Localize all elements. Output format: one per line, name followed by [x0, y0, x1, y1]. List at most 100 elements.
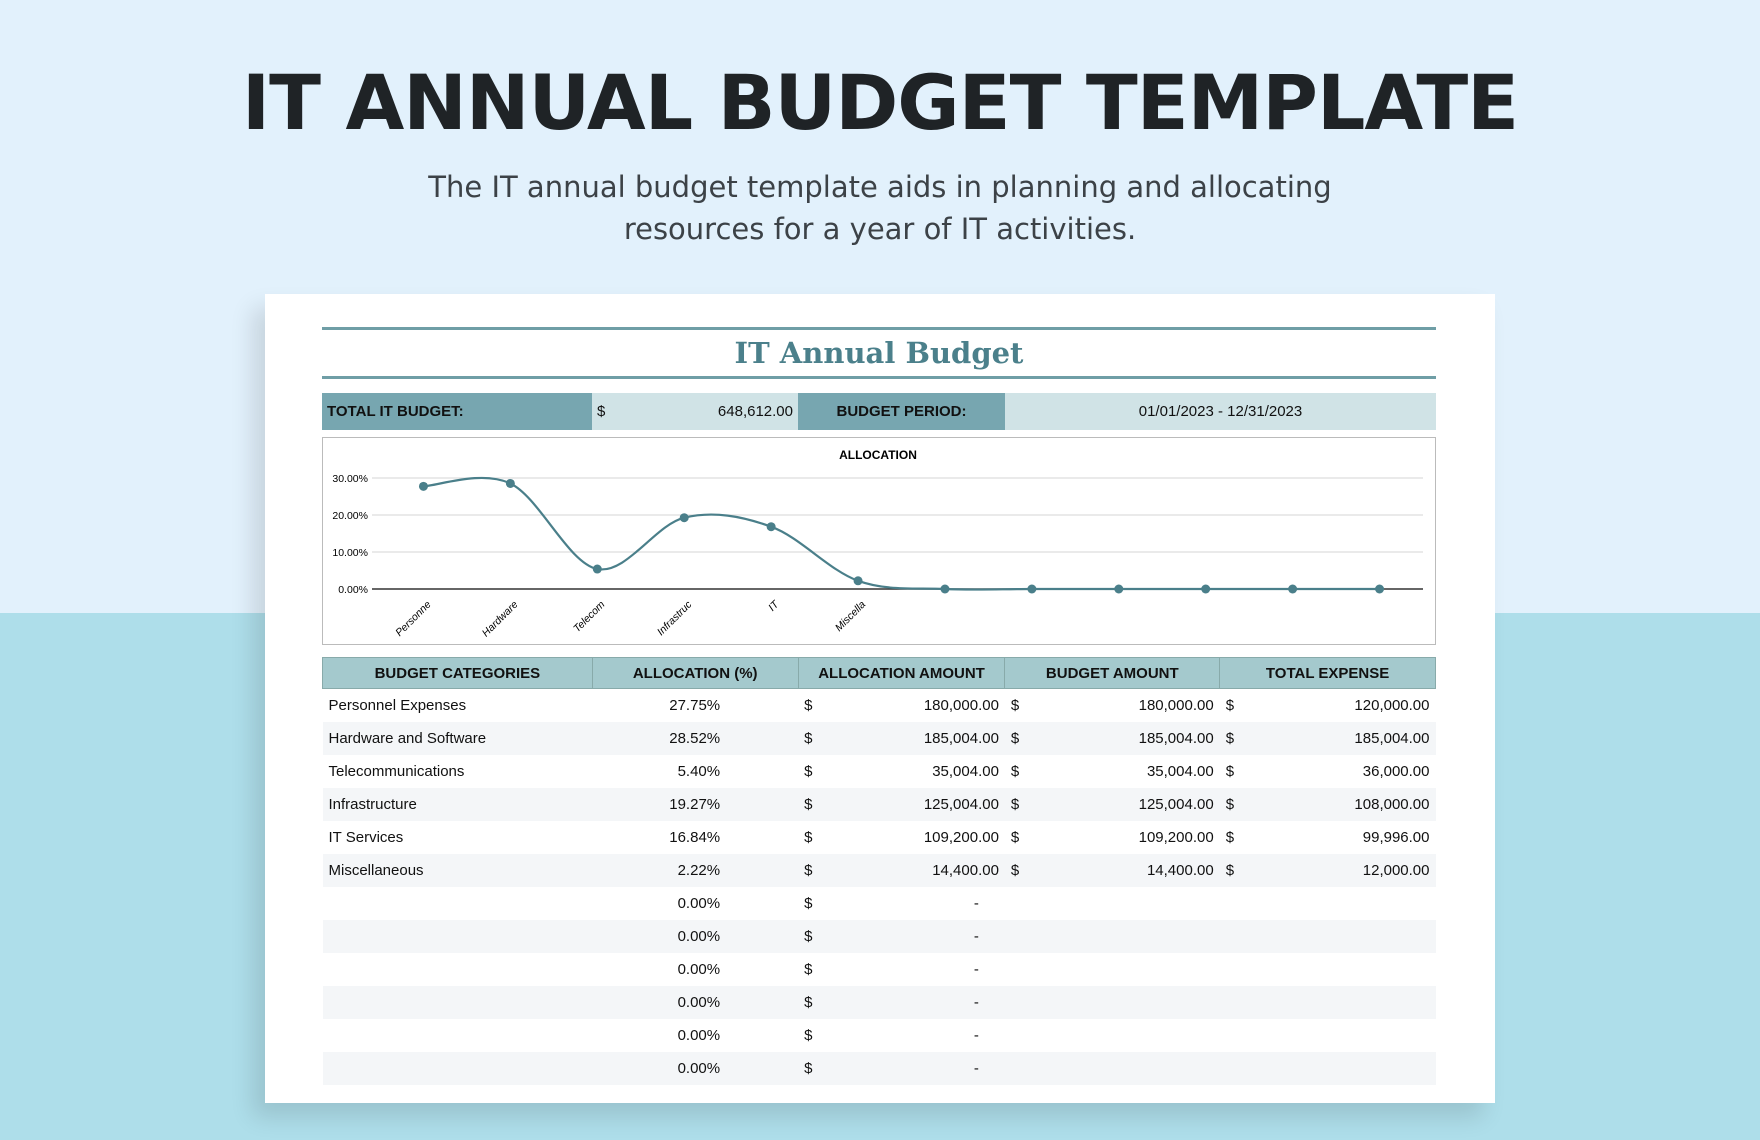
table-cell[interactable]	[322, 985, 593, 1019]
currency-symbol: $	[804, 894, 813, 912]
table-cell[interactable]: 0.00%	[592, 919, 799, 953]
table-cell[interactable]: 2.22%	[592, 853, 799, 887]
table-cell[interactable]	[1220, 1019, 1436, 1052]
column-header[interactable]: BUDGET AMOUNT	[1004, 657, 1221, 689]
amount: -	[973, 1059, 979, 1077]
table-cell[interactable]: $ -	[798, 887, 1005, 920]
table-cell[interactable]	[323, 953, 593, 986]
table-cell[interactable]: $ -	[798, 1051, 1005, 1085]
table-cell[interactable]: $35,004.00	[798, 755, 1005, 788]
table-cell[interactable]: $125,004.00	[798, 787, 1005, 821]
table-cell[interactable]: $ -	[798, 985, 1005, 1019]
table-cell[interactable]: 0.00%	[592, 887, 798, 920]
table-cell[interactable]: $14,400.00	[1004, 853, 1220, 887]
amount: 14,400.00	[1146, 861, 1214, 879]
table-cell[interactable]: $109,200.00	[798, 821, 1005, 854]
currency-symbol: $	[1010, 729, 1020, 747]
data-point	[1201, 584, 1211, 594]
table-cell[interactable]	[1005, 887, 1220, 920]
table-cell[interactable]	[323, 1019, 593, 1052]
table-cell[interactable]: $180,000.00	[1005, 689, 1220, 722]
data-point	[1288, 584, 1298, 594]
table-cell[interactable]: $125,004.00	[1004, 787, 1220, 821]
table-cell[interactable]: $185,004.00	[798, 721, 1005, 755]
table-cell[interactable]: $108,000.00	[1219, 787, 1436, 821]
table-cell[interactable]	[1220, 953, 1436, 986]
total-amount: 648,612.00	[717, 403, 793, 420]
allocation-percent: 0.00%	[677, 960, 721, 978]
table-cell[interactable]	[322, 919, 593, 953]
table-cell[interactable]: Hardware and Software	[322, 721, 593, 755]
category-name: Personnel Expenses	[328, 696, 467, 714]
table-cell[interactable]	[1005, 953, 1220, 986]
table-cell[interactable]	[1005, 1019, 1220, 1052]
table-cell[interactable]: 0.00%	[592, 1019, 798, 1052]
allocation-chart: ALLOCATION 30.00% 20.00% 10.00% 0.00% Personn…	[322, 437, 1436, 645]
table-cell[interactable]	[323, 887, 593, 920]
column-header[interactable]: TOTAL EXPENSE	[1219, 657, 1436, 689]
table-cell[interactable]	[322, 1051, 593, 1085]
data-point	[1375, 584, 1385, 594]
table-header: BUDGET CATEGORIES ALLOCATION (%) ALLOCATIO…	[322, 657, 1436, 689]
table-cell[interactable]	[1004, 1051, 1220, 1085]
table-cell[interactable]	[1004, 985, 1220, 1019]
table-cell[interactable]: Personnel Expenses	[323, 689, 593, 722]
currency-symbol: $	[804, 861, 813, 879]
table-cell[interactable]	[1219, 1051, 1436, 1085]
table-cell[interactable]: $99,996.00	[1220, 821, 1436, 854]
data-point	[592, 564, 602, 574]
table-cell[interactable]: 0.00%	[592, 1051, 799, 1085]
table-cell[interactable]: Miscellaneous	[322, 853, 593, 887]
table-cell[interactable]: $109,200.00	[1005, 821, 1220, 854]
budget-period-value[interactable]: 01/01/2023 - 12/31/2023	[1005, 393, 1436, 430]
y-tick-label: 10.00%	[332, 547, 368, 559]
table-cell[interactable]: $ -	[798, 953, 1005, 986]
table-cell[interactable]: 19.27%	[592, 787, 799, 821]
table-cell[interactable]: $12,000.00	[1219, 853, 1436, 887]
budget-period-label: BUDGET PERIOD:	[798, 393, 1005, 430]
total-budget-label: TOTAL IT BUDGET:	[322, 393, 592, 430]
table-cell[interactable]: 27.75%	[592, 689, 798, 722]
amount: 109,200.00	[1138, 828, 1214, 846]
table-cell[interactable]: 0.00%	[592, 985, 799, 1019]
table-cell[interactable]: $ -	[798, 1019, 1005, 1052]
y-tick-label: 0.00%	[338, 584, 368, 596]
sheet-title: IT Annual Budget	[734, 336, 1024, 370]
x-tick-label: Personne	[393, 599, 433, 639]
currency-symbol: $	[1010, 795, 1020, 813]
table-cell[interactable]	[1219, 919, 1436, 953]
total-budget-value[interactable]: $648,612.00	[592, 393, 798, 430]
y-tick-label: 20.00%	[332, 510, 368, 522]
table-cell[interactable]: $ -	[798, 919, 1005, 953]
table-cell[interactable]: 16.84%	[592, 821, 798, 854]
currency-symbol: $	[1225, 828, 1235, 846]
table-cell[interactable]: 5.40%	[592, 755, 798, 788]
budget-table: BUDGET CATEGORIES ALLOCATION (%) ALLOCATIO…	[322, 657, 1436, 1085]
table-cell[interactable]: IT Services	[323, 821, 593, 854]
table-cell[interactable]: $185,004.00	[1004, 721, 1220, 755]
table-cell[interactable]: $35,004.00	[1005, 755, 1220, 788]
column-header[interactable]: BUDGET CATEGORIES	[322, 657, 593, 689]
table-cell[interactable]: $180,000.00	[798, 689, 1005, 722]
table-cell[interactable]	[1004, 919, 1220, 953]
amount: 109,200.00	[923, 828, 999, 846]
table-cell[interactable]	[1220, 887, 1436, 920]
table-cell[interactable]: $120,000.00	[1220, 689, 1436, 722]
table-cell[interactable]: 28.52%	[592, 721, 799, 755]
column-header[interactable]: ALLOCATION (%)	[591, 657, 799, 689]
allocation-percent: 27.75%	[669, 696, 721, 714]
table-cell[interactable]: Infrastructure	[322, 787, 593, 821]
table-cell[interactable]	[1219, 985, 1436, 1019]
subtitle-line: The IT annual budget template aids in pl…	[428, 170, 1332, 204]
table-cell[interactable]: Telecommunications	[323, 755, 593, 788]
category-name: IT Services	[328, 828, 404, 846]
table-cell[interactable]: $14,400.00	[798, 853, 1005, 887]
column-header[interactable]: ALLOCATION AMOUNT	[797, 657, 1006, 689]
table-cell[interactable]: 0.00%	[592, 953, 798, 986]
amount: 14,400.00	[932, 861, 999, 879]
amount: -	[973, 894, 979, 912]
table-cell[interactable]: $36,000.00	[1220, 755, 1436, 788]
currency-symbol: $	[804, 729, 813, 747]
currency-symbol: $	[597, 403, 606, 420]
table-cell[interactable]: $185,004.00	[1219, 721, 1436, 755]
